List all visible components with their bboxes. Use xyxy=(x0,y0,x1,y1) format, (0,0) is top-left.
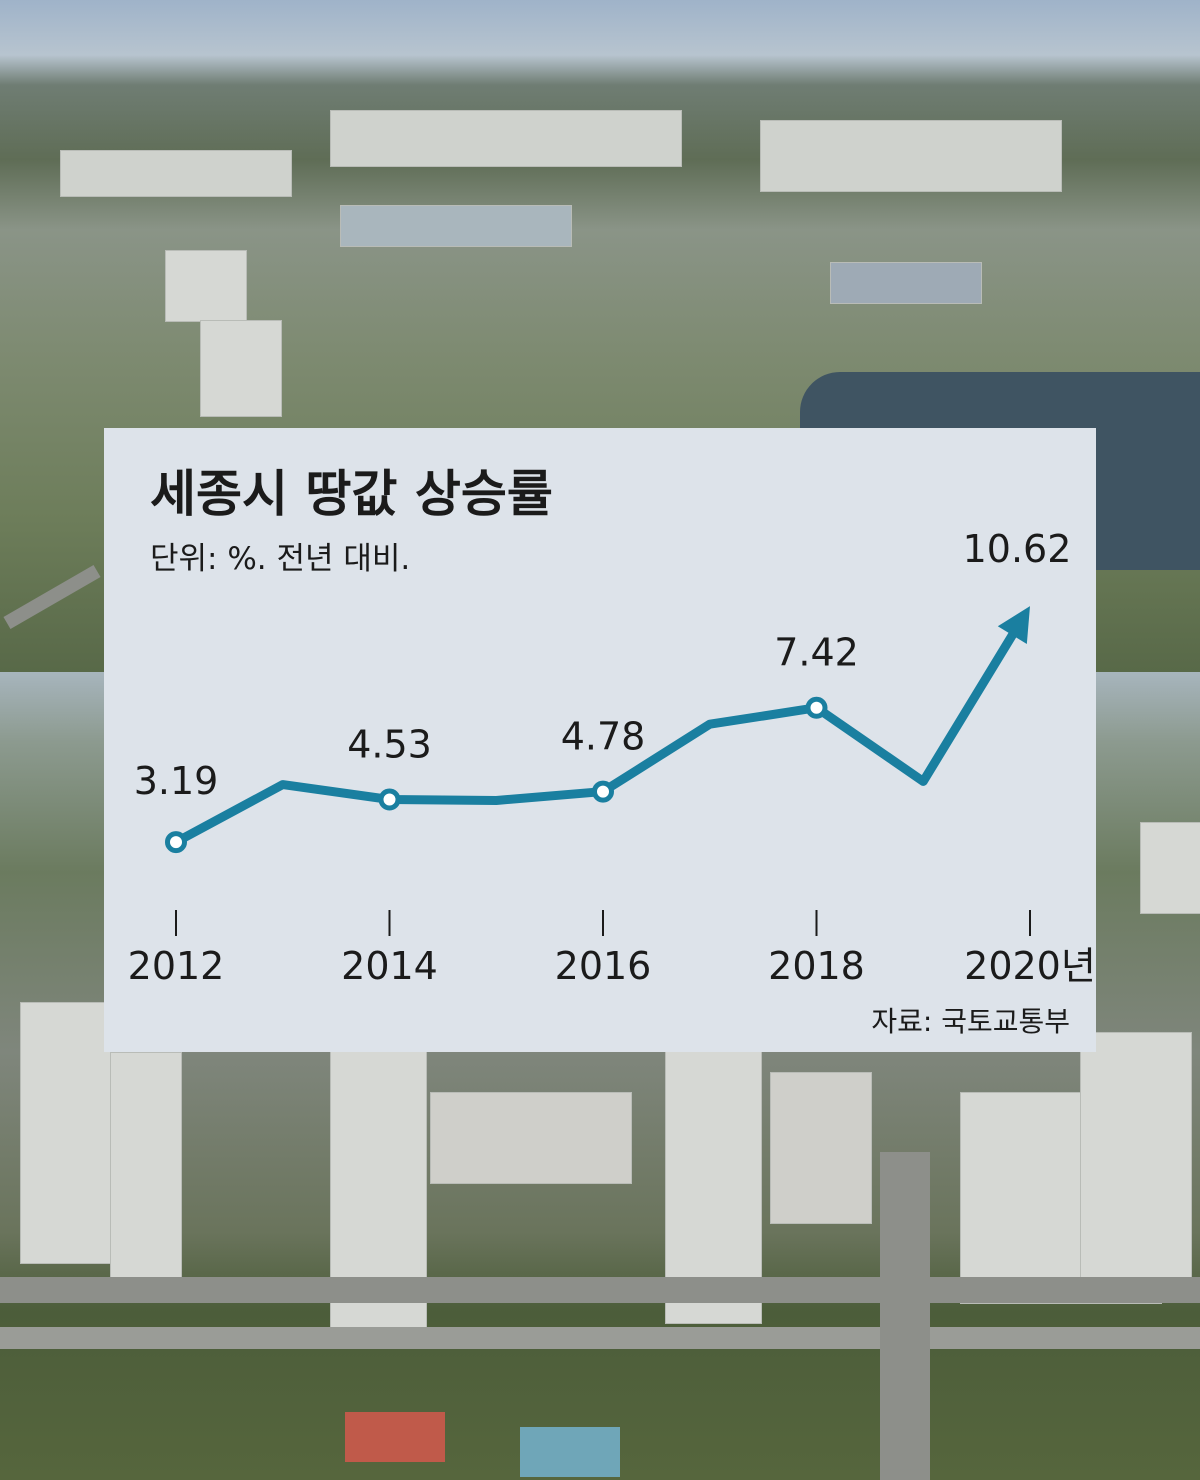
building xyxy=(60,150,292,197)
chart-panel: 세종시 땅값 상승률 단위: %. 전년 대비. 3.19 4.53 4.78 7.4… xyxy=(104,428,1096,1052)
building xyxy=(340,205,572,247)
building xyxy=(20,1002,112,1264)
chart-svg: 세종시 땅값 상승률 단위: %. 전년 대비. 3.19 4.53 4.78 7.4… xyxy=(128,465,1096,1038)
point-marker-2012 xyxy=(165,831,187,854)
building xyxy=(830,262,982,304)
road xyxy=(880,1152,930,1480)
chart-title: 세종시 땅값 상승률 xyxy=(150,465,553,523)
lake xyxy=(1096,430,1200,570)
building xyxy=(1140,822,1200,914)
point-marker-2014 xyxy=(378,788,401,811)
data-label-2020: 10.62 xyxy=(963,527,1072,571)
chart-subtitle: 단위: %. 전년 대비. xyxy=(150,541,410,577)
sports-court xyxy=(345,1412,445,1462)
data-label-2014: 4.53 xyxy=(347,723,432,767)
point-marker-2016 xyxy=(592,780,614,803)
building xyxy=(110,1052,182,1284)
data-label-2018: 7.42 xyxy=(774,631,859,675)
road xyxy=(0,1327,1200,1349)
chart-source: 자료: 국토교통부 xyxy=(871,1005,1070,1038)
x-tick-label-2014: 2014 xyxy=(341,944,438,988)
x-tick-label-2018: 2018 xyxy=(768,944,865,988)
building xyxy=(165,250,247,322)
building xyxy=(430,1092,632,1184)
x-tick-labels: 2012 2014 2016 2018 2020년 xyxy=(128,944,1096,988)
building xyxy=(760,120,1062,192)
x-tick-label-2020: 2020년 xyxy=(964,944,1096,988)
road xyxy=(3,564,101,630)
sports-court xyxy=(520,1427,620,1477)
data-label-2012: 3.19 xyxy=(134,759,219,803)
building xyxy=(200,320,282,417)
series-end-arrow xyxy=(997,606,1030,644)
building xyxy=(330,110,682,167)
point-markers xyxy=(165,696,828,854)
point-marker-2018 xyxy=(805,696,828,719)
road xyxy=(0,1277,1200,1303)
x-ticks xyxy=(175,910,1031,936)
x-tick-label-2012: 2012 xyxy=(128,944,225,988)
data-labels: 3.19 4.53 4.78 7.42 10.62 xyxy=(134,527,1072,803)
building xyxy=(770,1072,872,1224)
data-label-2016: 4.78 xyxy=(561,715,646,759)
building xyxy=(1080,1032,1192,1294)
x-tick-label-2016: 2016 xyxy=(555,944,652,988)
